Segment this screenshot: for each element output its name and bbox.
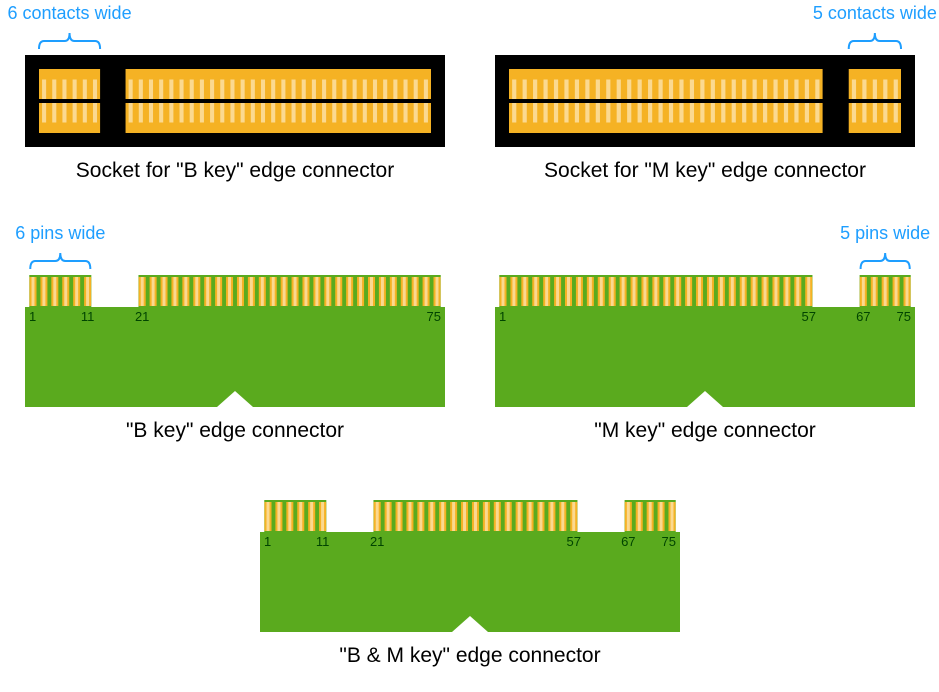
m2-keying-diagram: 6 contacts wide Socket for "B key" edge c… — [0, 0, 939, 692]
pin-label-75: 75 — [897, 309, 911, 324]
pin-label-75: 75 — [427, 309, 441, 324]
bracket — [39, 33, 100, 49]
bracket — [861, 253, 910, 269]
caption: Socket for "B key" edge connector — [76, 159, 394, 182]
annotation: 5 pins wide — [840, 223, 930, 243]
bkey-socket: 6 contacts wide Socket for "B key" edge c… — [8, 3, 445, 182]
bracket — [849, 33, 901, 49]
pin-label-11: 11 — [81, 309, 95, 324]
pin-label-21: 21 — [135, 309, 149, 324]
bmkey-edge-connector: 11121576775"B & M key" edge connector — [260, 500, 680, 667]
mkey-socket: 5 contacts wide Socket for "M key" edge c… — [495, 3, 937, 182]
caption: "M key" edge connector — [594, 419, 816, 442]
bracket — [30, 253, 90, 269]
pin-label-1: 1 — [264, 534, 271, 549]
pin-label-67: 67 — [856, 309, 870, 324]
caption: "B key" edge connector — [126, 419, 344, 442]
pin-label-1: 1 — [29, 309, 36, 324]
annotation: 6 pins wide — [15, 223, 105, 243]
pin-label-1: 1 — [499, 309, 506, 324]
pin-label-75: 75 — [662, 534, 676, 549]
bkey-edge-connector: 1112175"B key" edge connector6 pins wide — [15, 223, 445, 442]
annotation-right: 5 contacts wide — [813, 3, 937, 23]
caption: Socket for "M key" edge connector — [544, 159, 866, 182]
pin-label-57: 57 — [566, 534, 580, 549]
pin-label-57: 57 — [801, 309, 815, 324]
caption: "B & M key" edge connector — [339, 644, 600, 667]
pin-label-67: 67 — [621, 534, 635, 549]
mkey-edge-connector: 1 57 67 75 "M key" edge connector 5 pins wide — [495, 223, 930, 442]
pin-label-11: 11 — [316, 534, 330, 549]
pin-label-21: 21 — [370, 534, 384, 549]
annotation-left: 6 contacts wide — [8, 3, 132, 23]
